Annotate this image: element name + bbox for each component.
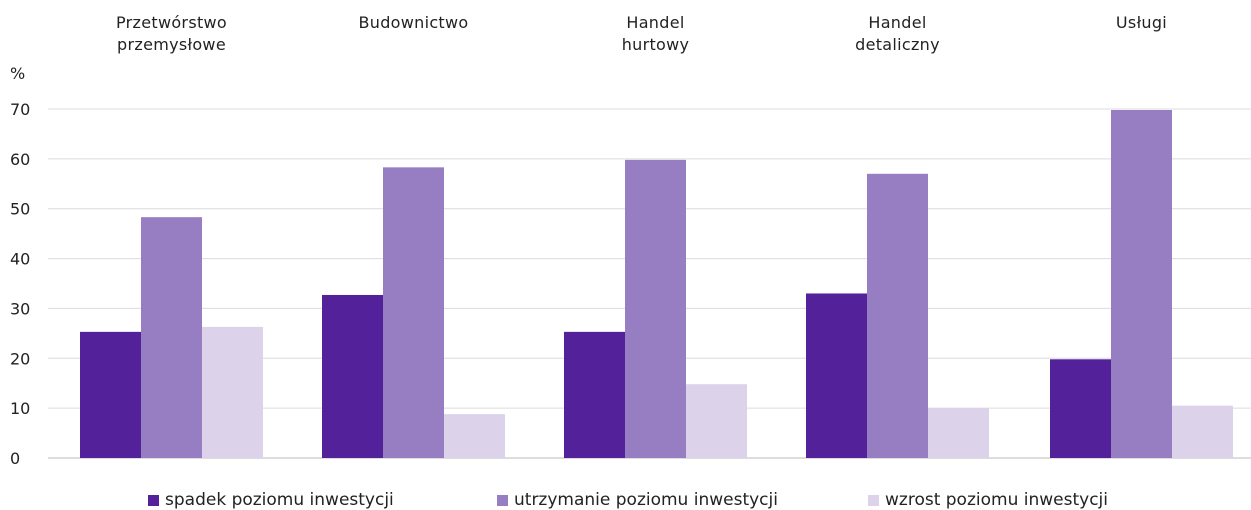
y-tick-label: 70 xyxy=(10,100,30,119)
bar xyxy=(444,414,505,458)
category-label: Handel hurtowy xyxy=(621,13,690,54)
legend-swatch xyxy=(148,494,159,506)
y-axis-label: % xyxy=(10,64,26,83)
y-tick-label: 20 xyxy=(10,349,30,368)
y-tick-label: 60 xyxy=(10,150,30,169)
bar xyxy=(383,167,444,458)
category-label: Przetwórstwo przemysłowe xyxy=(116,13,227,54)
bar xyxy=(867,173,928,459)
category-label: Budownictwo xyxy=(358,13,469,32)
y-tick-label: 50 xyxy=(10,200,30,219)
bar xyxy=(928,408,989,458)
legend-item: utrzymanie poziomu inwestycji xyxy=(497,490,778,510)
bar xyxy=(141,217,202,458)
legend-label: wzrost poziomu inwestycji xyxy=(885,490,1108,510)
bar xyxy=(202,326,263,458)
bar xyxy=(564,331,625,458)
legend-swatch xyxy=(868,494,879,506)
legend-item: spadek poziomu inwestycji xyxy=(148,490,394,510)
legend-label: utrzymanie poziomu inwestycji xyxy=(514,490,778,510)
legend-label: spadek poziomu inwestycji xyxy=(165,490,394,510)
legend-swatch xyxy=(497,494,508,506)
y-tick-label: 10 xyxy=(10,399,30,418)
y-tick-label: 30 xyxy=(10,299,30,318)
bar xyxy=(322,294,383,458)
bar xyxy=(1172,405,1233,458)
legend-item: wzrost poziomu inwestycji xyxy=(868,490,1108,510)
y-tick-label: 40 xyxy=(10,250,30,269)
category-label: Handel detaliczny xyxy=(855,13,940,54)
bar xyxy=(80,331,141,458)
bar xyxy=(806,293,867,458)
bar xyxy=(1111,109,1172,459)
bar xyxy=(686,384,747,458)
y-tick-label: 0 xyxy=(10,449,20,468)
bar xyxy=(1050,359,1111,458)
category-label: Usługi xyxy=(1115,13,1168,32)
bar xyxy=(625,159,686,458)
